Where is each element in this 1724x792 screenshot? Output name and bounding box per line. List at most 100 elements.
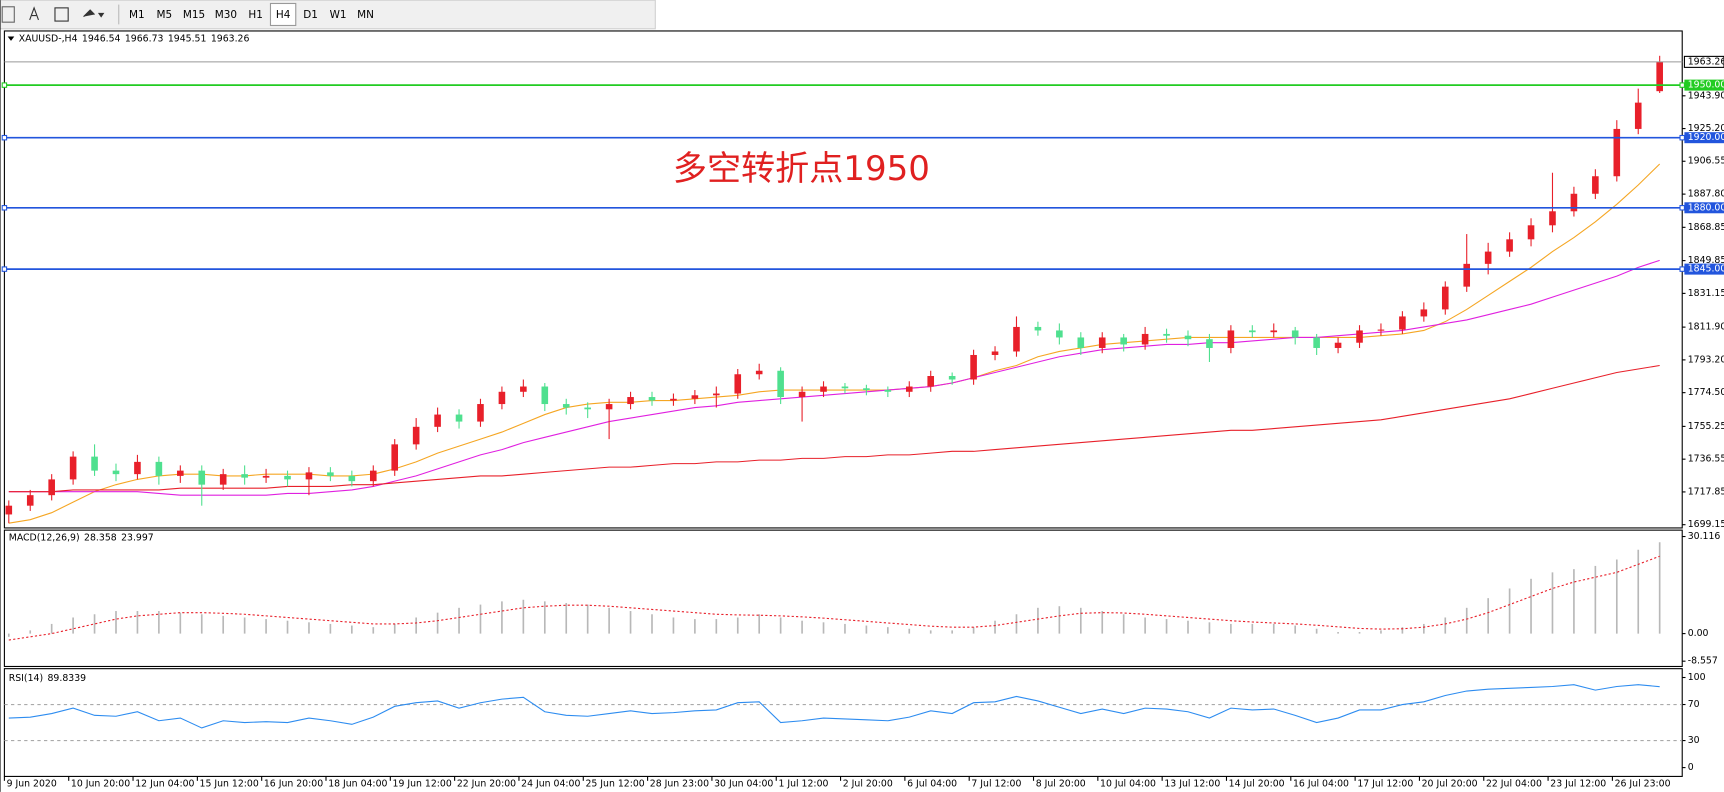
candle-body (434, 414, 441, 427)
x-tick-label: 16 Jun 20:00 (264, 779, 323, 790)
candle-body (305, 472, 313, 480)
macd-signal (8, 555, 1660, 641)
level-label-box (1684, 132, 1724, 144)
candle-body (948, 376, 956, 380)
candle-body (1270, 330, 1278, 333)
level-handle[interactable] (1, 205, 8, 211)
timeframe-button[interactable]: H1 (248, 9, 263, 21)
y-tick-label: 0.00 (1688, 628, 1709, 639)
level-handle[interactable] (1679, 82, 1685, 88)
candle-body (863, 388, 870, 391)
candle-body (26, 495, 34, 506)
label-icon[interactable] (54, 7, 69, 22)
y-tick-label: 30.116 (1688, 531, 1721, 542)
toolbar-bg (0, 0, 656, 30)
candle-body (5, 505, 13, 515)
timeframe-button[interactable]: W1 (330, 9, 347, 21)
x-tick-label: 6 Jul 04:00 (907, 779, 957, 790)
current-price-box (1683, 55, 1724, 68)
cursor-icon[interactable] (1, 6, 15, 23)
candle-body (1527, 225, 1535, 240)
candle-body (777, 370, 784, 398)
candle-body (1420, 309, 1428, 317)
candle-body (1356, 330, 1363, 343)
candle-body (1120, 337, 1127, 345)
level-handle[interactable] (1, 82, 8, 88)
candle-body (734, 374, 742, 394)
y-tick-label: 1887.80 (1688, 189, 1724, 200)
candle-body (884, 390, 892, 392)
candle-body (691, 395, 699, 399)
y-tick-label: 30 (1688, 735, 1700, 746)
candle-body (1399, 316, 1406, 330)
candle-body (627, 397, 634, 405)
x-tick-label: 13 Jul 12:00 (1164, 779, 1220, 790)
y-tick-label: 1906.55 (1688, 156, 1724, 167)
x-tick-label: 15 Jun 12:00 (200, 779, 259, 790)
timeframe-button[interactable]: M5 (157, 9, 173, 21)
level-handle[interactable] (1, 134, 8, 141)
candle-body (69, 456, 77, 480)
candle-body (541, 386, 549, 405)
candle-body (562, 404, 570, 408)
candle-body (1249, 330, 1256, 333)
timeframe-active-bg (269, 2, 297, 27)
candle-body (605, 404, 613, 410)
y-tick-label: 1925.20 (1688, 123, 1724, 134)
candle-body (455, 414, 463, 422)
candle-body (1184, 335, 1192, 340)
level-label-box (1684, 79, 1724, 91)
candle-body (991, 351, 999, 355)
level-handle[interactable] (1, 266, 8, 272)
toolbar (0, 0, 656, 30)
macd-value: 28.358 (84, 532, 117, 543)
candle-body (1098, 337, 1106, 348)
candle-body (1227, 330, 1235, 348)
candle-body (755, 370, 763, 375)
candle-body (498, 391, 506, 405)
header-open: 1946.54 (82, 34, 121, 45)
timeframe-button[interactable]: M1 (129, 9, 145, 21)
annotation: 多空转折点1950 (673, 149, 930, 189)
level-handle[interactable] (1679, 266, 1685, 272)
rsi-line (8, 684, 1660, 729)
candle-body (155, 461, 163, 476)
y-tick-label: 1736.55 (1688, 454, 1724, 465)
level-handle[interactable] (1679, 134, 1685, 141)
y-tick-label: 1811.90 (1688, 322, 1724, 333)
candle-body (1206, 339, 1213, 348)
x-tick-label: 25 Jun 12:00 (585, 779, 644, 790)
timeframe-button[interactable]: M15 (183, 9, 205, 21)
y-tick-label: 70 (1688, 699, 1700, 710)
draw-icon[interactable] (83, 9, 105, 18)
timeframe-button[interactable]: D1 (303, 9, 318, 21)
candle-body (520, 386, 527, 392)
candle-body (262, 475, 270, 478)
text-icon[interactable] (29, 6, 39, 21)
rsi-pane (3, 668, 1683, 777)
rsi-value: 89.8339 (48, 673, 87, 684)
level-handle[interactable] (1679, 205, 1685, 211)
candle-body (177, 470, 184, 476)
rsi-title: RSI(14) (9, 673, 43, 684)
x-tick-label: 22 Jul 04:00 (1486, 779, 1542, 790)
candle-body (91, 456, 98, 471)
menu-triangle[interactable] (7, 36, 15, 41)
x-tick-label: 18 Jun 04:00 (328, 779, 387, 790)
candle-body (648, 397, 656, 401)
y-tick-label: 100 (1688, 672, 1706, 683)
candle-body (713, 393, 720, 396)
timeframe-button[interactable]: MN (357, 9, 374, 21)
y-tick-label: -8.557 (1688, 656, 1718, 667)
candle-body (970, 354, 977, 380)
candle-body (412, 426, 420, 445)
candle-body (284, 475, 291, 480)
moving-average (8, 163, 1661, 524)
candle-body (1163, 333, 1170, 336)
candle-body (391, 444, 399, 471)
timeframe-button[interactable]: H4 (276, 9, 291, 21)
x-tick-label: 20 Jul 20:00 (1422, 779, 1478, 790)
timeframe-button[interactable]: M30 (215, 9, 237, 21)
candle-body (219, 474, 227, 485)
